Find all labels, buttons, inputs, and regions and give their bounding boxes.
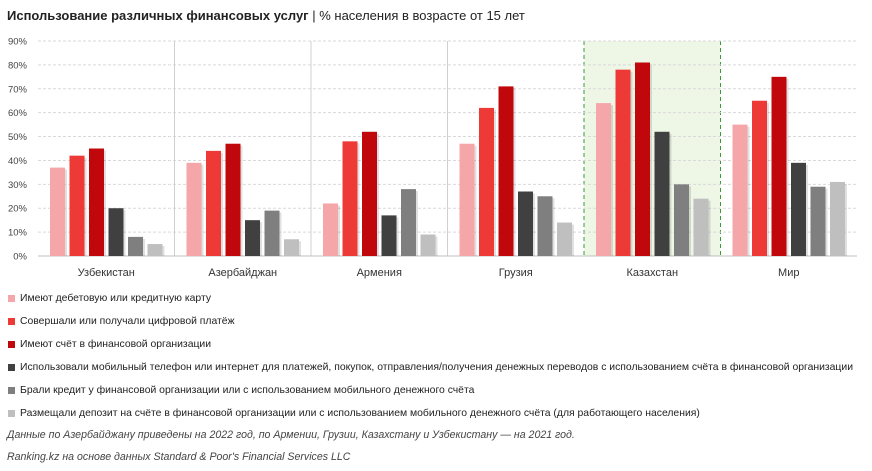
y-tick-label: 60% xyxy=(8,108,28,119)
chart-title: Использование различных финансовых услуг… xyxy=(7,8,525,23)
bar xyxy=(225,143,241,256)
bar xyxy=(693,198,709,256)
legend-swatch xyxy=(8,341,15,348)
legend-label: Имеют дебетовую или кредитную карту xyxy=(20,293,212,304)
legend-swatch xyxy=(8,364,15,371)
chart-legend: Имеют дебетовую или кредитную карту Совер… xyxy=(8,287,870,425)
bar xyxy=(518,191,533,256)
chart-subtitle: % населения в возрасте от 15 лет xyxy=(319,8,525,23)
bar xyxy=(186,162,202,256)
legend-label: Использовали мобильный телефон или интер… xyxy=(20,362,853,373)
y-tick-label: 90% xyxy=(8,37,28,48)
bar xyxy=(791,162,806,256)
bar xyxy=(323,203,338,256)
bar-chart: 0% 10% 20% 30% 40% 50% 60% 70% 80% 90% Узбекистан А… xyxy=(8,37,857,279)
y-tick-label: 10% xyxy=(8,228,28,239)
bar xyxy=(732,124,748,256)
bar xyxy=(284,239,299,256)
bar xyxy=(401,189,416,256)
legend-label: Совершали или получали цифровой платёж xyxy=(20,316,235,327)
legend-label: Брали кредит у финансовой организации ил… xyxy=(20,385,475,396)
legend-item: Имеют счёт в финансовой организации xyxy=(8,333,870,356)
bar xyxy=(635,62,650,256)
legend-label: Имеют счёт в финансовой организации xyxy=(20,339,212,350)
source-note: Ranking.kz на основе данных Standard & P… xyxy=(7,451,351,463)
chart-title-main: Использование различных финансовых услуг xyxy=(7,8,309,23)
bar xyxy=(537,196,553,256)
x-tick-label: Армения xyxy=(357,267,402,279)
bar xyxy=(264,210,280,256)
bar xyxy=(752,100,767,256)
bar xyxy=(206,150,221,256)
bar xyxy=(810,186,826,256)
bar xyxy=(596,103,611,256)
y-tick-label: 20% xyxy=(8,204,28,215)
bar xyxy=(479,107,494,256)
bar xyxy=(674,184,689,256)
bar xyxy=(615,69,631,257)
bar xyxy=(362,131,377,256)
bar xyxy=(771,76,787,256)
y-tick-label: 40% xyxy=(8,156,28,167)
bar xyxy=(459,143,475,256)
legend-swatch xyxy=(8,410,15,417)
legend-swatch xyxy=(8,318,15,325)
y-tick-label: 30% xyxy=(8,180,28,191)
bar xyxy=(654,131,670,256)
y-tick-label: 70% xyxy=(8,84,28,95)
chart-title-separator: | xyxy=(308,8,320,23)
bar xyxy=(245,220,260,256)
bar xyxy=(557,222,572,256)
y-tick-label: 80% xyxy=(8,60,28,71)
bar xyxy=(69,155,85,256)
legend-item: Использовали мобильный телефон или интер… xyxy=(8,356,870,379)
bar xyxy=(498,86,514,256)
footnote: Данные по Азербайджану приведены на 2022… xyxy=(7,429,575,441)
legend-swatch xyxy=(8,295,15,302)
legend-item: Совершали или получали цифровой платёж xyxy=(8,310,870,333)
bar xyxy=(50,167,65,256)
x-tick-label: Грузия xyxy=(499,267,533,279)
legend-item: Размещали депозит на счёте в финансовой … xyxy=(8,402,870,425)
x-tick-label: Мир xyxy=(778,267,799,279)
bar xyxy=(89,148,104,256)
legend-label: Размещали депозит на счёте в финансовой … xyxy=(20,408,700,419)
legend-swatch xyxy=(8,387,15,394)
y-tick-label: 50% xyxy=(8,132,28,143)
x-tick-label: Азербайджан xyxy=(208,267,277,279)
y-tick-label: 0% xyxy=(13,252,27,263)
x-tick-label: Узбекистан xyxy=(78,267,135,279)
legend-item: Имеют дебетовую или кредитную карту xyxy=(8,287,870,310)
x-tick-label: Казахстан xyxy=(626,267,678,279)
bar xyxy=(830,181,845,256)
bar xyxy=(342,141,358,256)
bar xyxy=(420,234,436,256)
legend-item: Брали кредит у финансовой организации ил… xyxy=(8,379,870,402)
bar xyxy=(147,244,163,256)
bar xyxy=(381,215,397,256)
bar xyxy=(128,236,143,256)
bar xyxy=(108,208,124,256)
